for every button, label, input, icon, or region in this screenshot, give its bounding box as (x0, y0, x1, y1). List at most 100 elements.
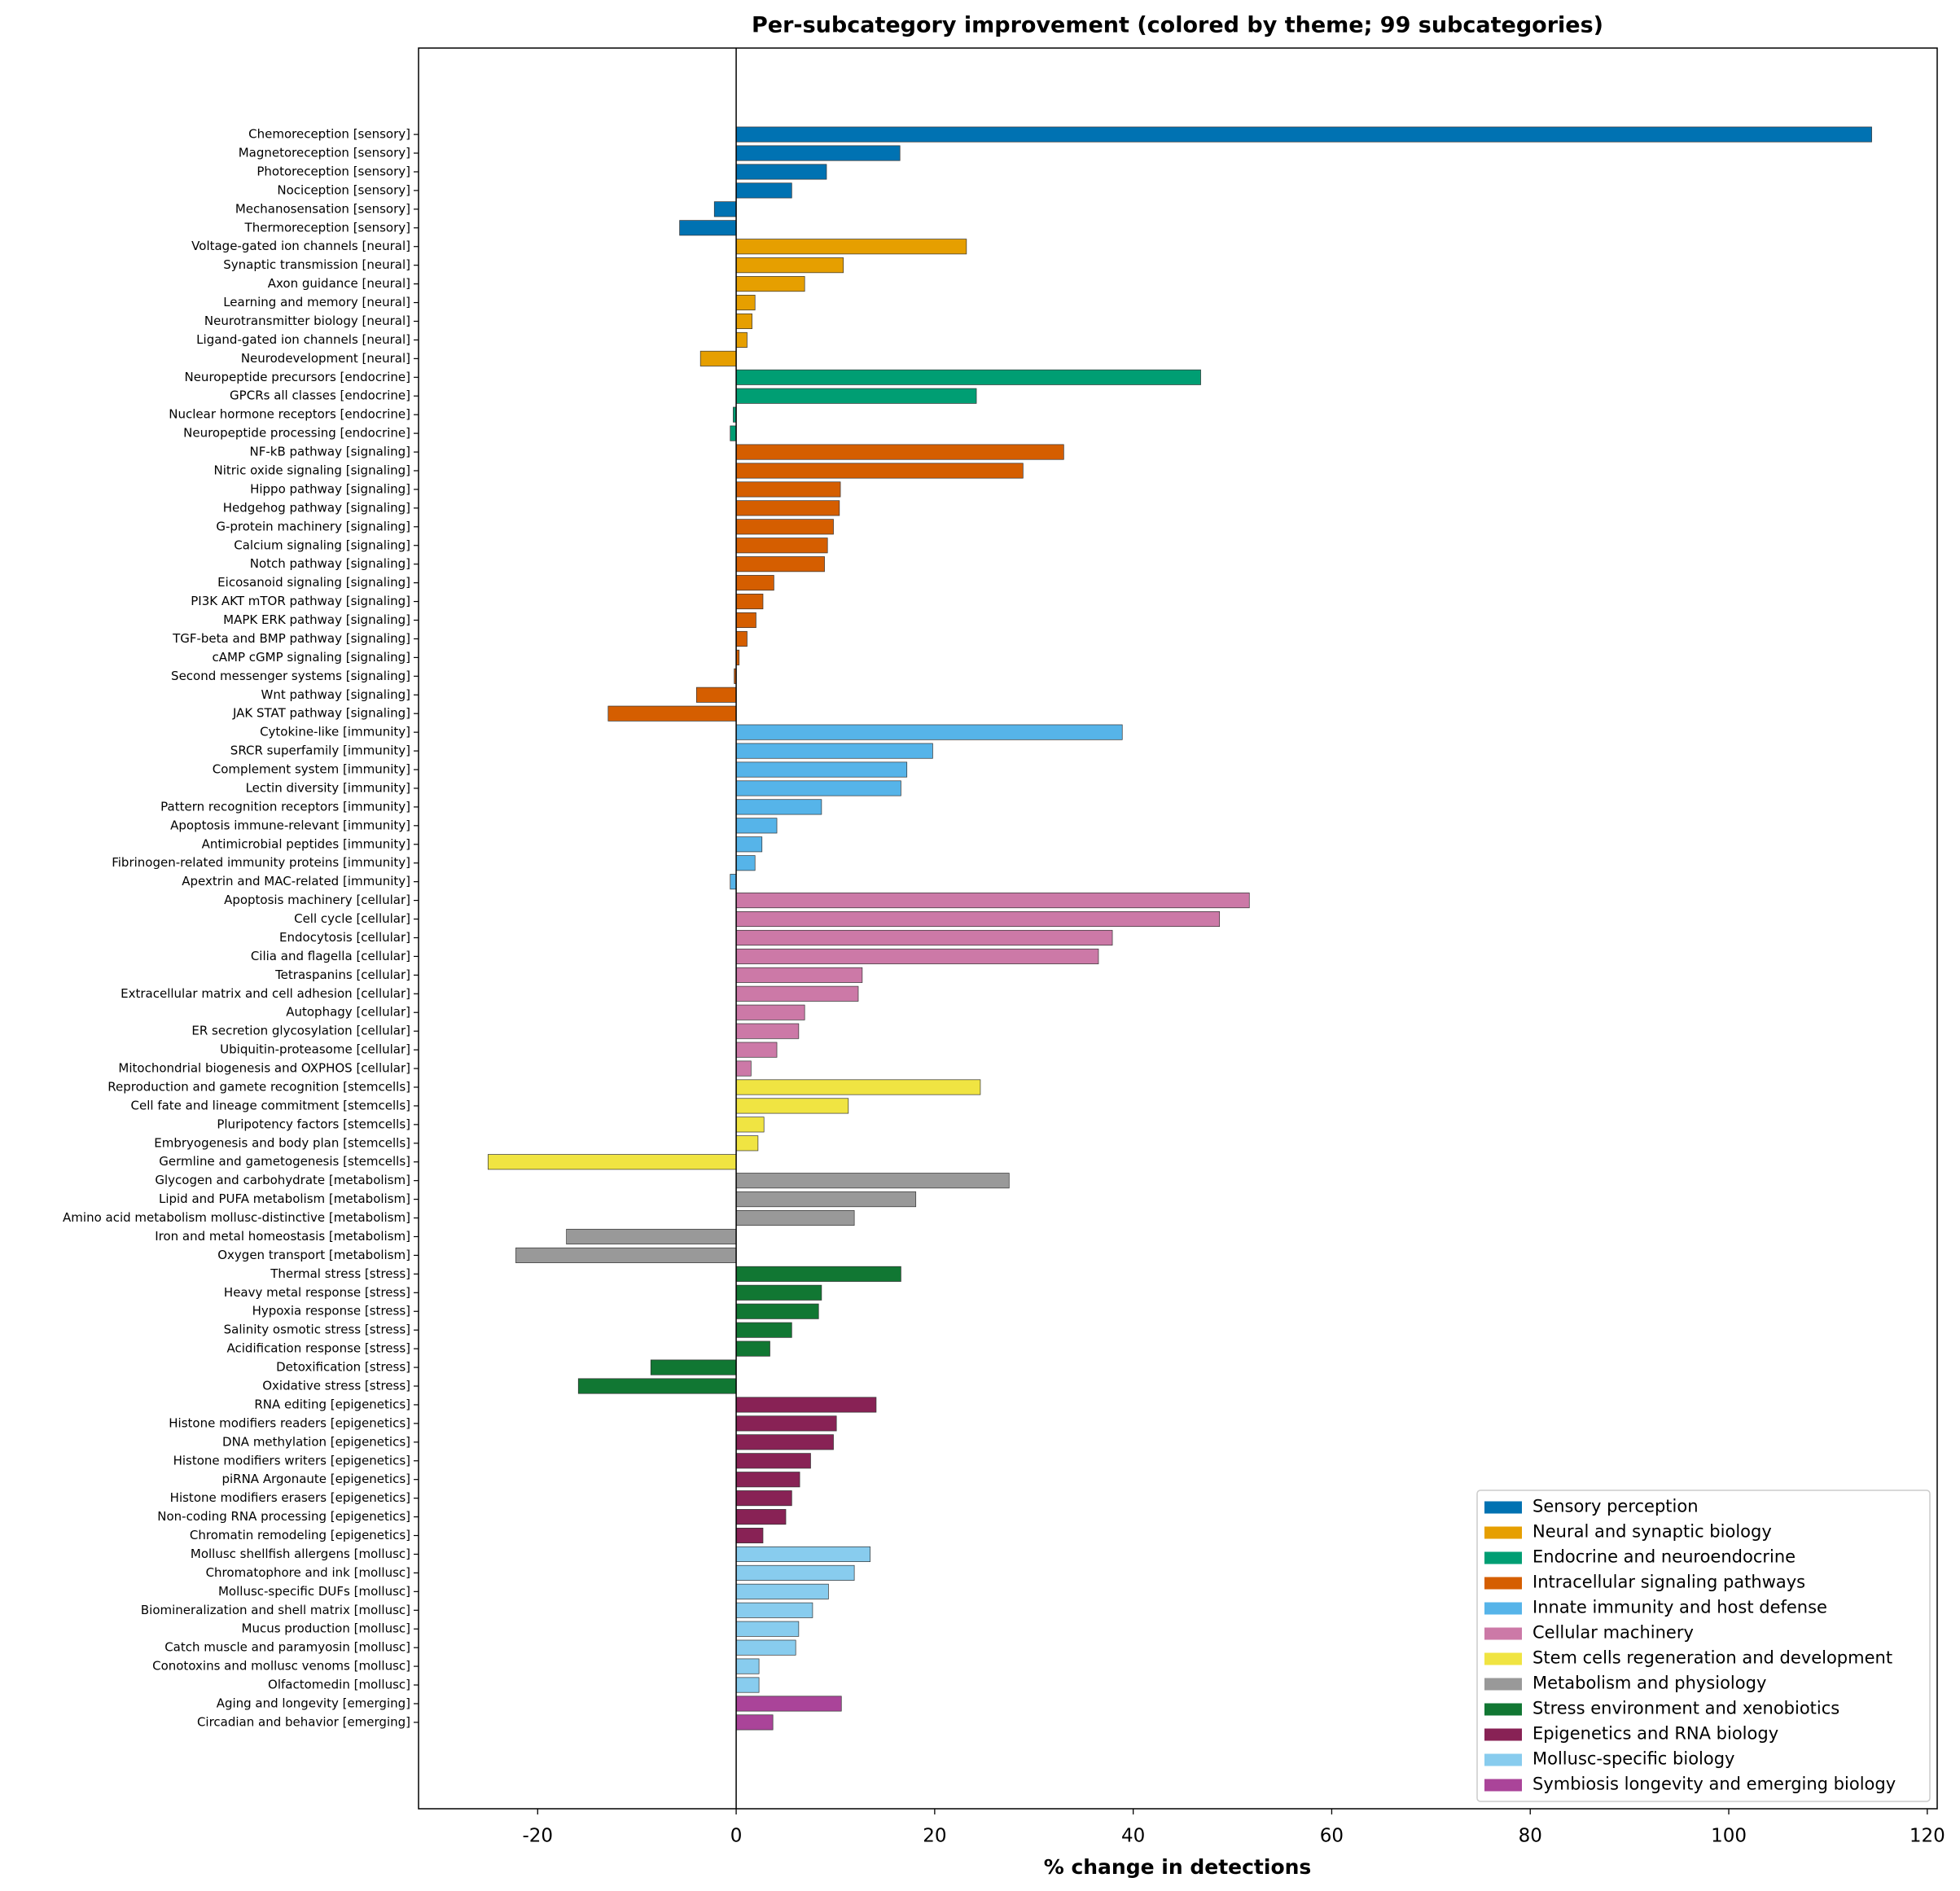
y-tick-label: Notch pathway [signaling] (250, 556, 410, 571)
y-tick-label: piRNA Argonaute [epigenetics] (221, 1472, 410, 1486)
legend-frame (1476, 1490, 1931, 1802)
y-tick-label: Olfactomedin [mollusc] (268, 1678, 410, 1692)
bar (735, 369, 1201, 385)
bar (735, 594, 764, 610)
legend-label: Intracellular signaling pathways (1532, 1573, 1805, 1592)
legend-swatch (1484, 1526, 1522, 1539)
bar (735, 388, 977, 404)
y-tick-label: Thermoreception [sensory] (244, 220, 410, 235)
legend-label: Stress environment and xenobiotics (1532, 1699, 1839, 1718)
bar (735, 1434, 834, 1450)
y-tick-label: Histone modifiers erasers [epigenetics] (170, 1490, 410, 1505)
y-tick-label: Germline and gametogenesis [stemcells] (159, 1154, 410, 1169)
y-tick-label: Nitric oxide signaling [signaling] (213, 463, 410, 477)
y-tick-label: Non-coding RNA processing [epigenetics] (157, 1509, 410, 1524)
bar (735, 1191, 917, 1208)
y-tick-label: Oxidative stress [stress] (262, 1379, 410, 1393)
bar (735, 1602, 813, 1618)
legend-label: Epigenetics and RNA biology (1532, 1724, 1778, 1744)
y-tick-label: Neuropeptide precursors [endocrine] (184, 370, 410, 384)
y-tick-label: Biomineralization and shell matrix [moll… (141, 1603, 410, 1617)
legend-swatch (1484, 1678, 1522, 1691)
y-tick-label: Second messenger systems [signaling] (171, 669, 410, 683)
bar (735, 1322, 792, 1338)
y-tick-label: JAK STAT pathway [signaling] (232, 706, 410, 721)
y-tick-label: Wnt pathway [signaling] (261, 687, 410, 702)
y-tick-label: TGF-beta and BMP pathway [signaling] (172, 631, 410, 646)
y-tick-label: Neurodevelopment [neural] (241, 351, 410, 366)
bar (735, 724, 1123, 740)
y-tick-label: Complement system [immunity] (213, 762, 410, 777)
x-tick-label: 120 (1910, 1826, 1945, 1847)
legend-label: Metabolism and physiology (1532, 1674, 1766, 1693)
bar (735, 1004, 805, 1020)
y-tick-label: Axon guidance [neural] (268, 276, 410, 291)
legend-swatch (1484, 1602, 1522, 1615)
bar (735, 126, 1872, 143)
bar (735, 164, 827, 180)
y-tick-label: Photoreception [sensory] (257, 164, 410, 178)
bar (735, 761, 908, 778)
y-tick-label: Thermal stress [stress] (270, 1266, 410, 1281)
y-tick-label: Neuropeptide processing [endocrine] (183, 426, 410, 441)
y-tick-label: Mitochondrial biogenesis and OXPHOS [cel… (118, 1061, 410, 1076)
y-tick-label: Tetraspanins [cellular] (274, 967, 410, 982)
y-tick-label: Antimicrobial peptides [immunity] (202, 836, 410, 851)
legend-swatch (1484, 1551, 1522, 1564)
legend-label: Stem cells regeneration and development (1532, 1648, 1892, 1668)
bar (735, 575, 774, 591)
bar (735, 444, 1064, 460)
y-tick-label: Reproduction and gamete recognition [ste… (107, 1079, 410, 1094)
x-tick-label: 40 (1121, 1826, 1145, 1847)
y-tick-label: NF-kB pathway [signaling] (250, 445, 410, 459)
bar (650, 1359, 737, 1375)
y-tick-label: Nuclear hormone receptors [endocrine] (169, 407, 410, 422)
bar (735, 1658, 760, 1674)
bar (735, 313, 752, 330)
x-tick-label: 80 (1519, 1826, 1542, 1847)
y-tick-label: Eicosanoid signaling [signaling] (217, 575, 410, 590)
bar (735, 1527, 764, 1544)
y-tick-label: Heavy metal response [stress] (224, 1285, 410, 1300)
bar (735, 743, 933, 759)
bar (735, 1210, 855, 1226)
y-tick-label: Apoptosis immune-relevant [immunity] (170, 818, 410, 832)
y-tick-label: Ubiquitin-proteasome [cellular] (220, 1042, 410, 1057)
bar (735, 1117, 765, 1133)
y-tick-label: Histone modifiers writers [epigenetics] (173, 1453, 410, 1468)
bar (487, 1154, 737, 1170)
y-tick-label: Hedgehog pathway [signaling] (223, 500, 410, 515)
y-tick-label: Salinity osmotic stress [stress] (224, 1323, 410, 1337)
bar (699, 350, 737, 366)
bar (735, 948, 1099, 964)
bar (735, 182, 792, 199)
y-tick-label: Mechanosensation [sensory] (235, 201, 410, 216)
y-tick-label: Chromatophore and ink [mollusc] (206, 1565, 410, 1580)
legend: Sensory perception Neural and synaptic bi… (1476, 1490, 1931, 1802)
bar (735, 331, 748, 348)
bar (735, 1284, 822, 1301)
bar (735, 985, 859, 1002)
legend-swatch (1484, 1728, 1522, 1741)
y-tick-label: ER secretion glycosylation [cellular] (191, 1024, 410, 1038)
y-tick-label: Catch muscle and paramyosin [mollusc] (164, 1640, 410, 1655)
y-tick-label: Mollusc-specific DUFs [mollusc] (218, 1584, 410, 1599)
bar (735, 1023, 800, 1039)
y-tick-label: Embryogenesis and body plan [stemcells] (154, 1135, 410, 1150)
y-tick-label: Endocytosis [cellular] (279, 930, 410, 945)
bar (735, 1639, 796, 1656)
y-tick-label: Detoxification [stress] (276, 1360, 410, 1375)
legend-swatch (1484, 1703, 1522, 1716)
y-tick-label: Histone modifiers readers [epigenetics] (169, 1415, 410, 1430)
bar (735, 1135, 759, 1152)
legend-swatch (1484, 1501, 1522, 1514)
bar (735, 929, 1113, 946)
bar (566, 1228, 737, 1245)
legend-label: Neural and synaptic biology (1532, 1522, 1772, 1542)
bar (735, 1098, 849, 1114)
y-tick-label: Voltage-gated ion channels [neural] (191, 239, 410, 253)
y-tick-label: Synaptic transmission [neural] (223, 257, 410, 272)
bar (735, 612, 756, 629)
bar (735, 145, 901, 161)
y-tick-label: Hypoxia response [stress] (252, 1304, 410, 1318)
